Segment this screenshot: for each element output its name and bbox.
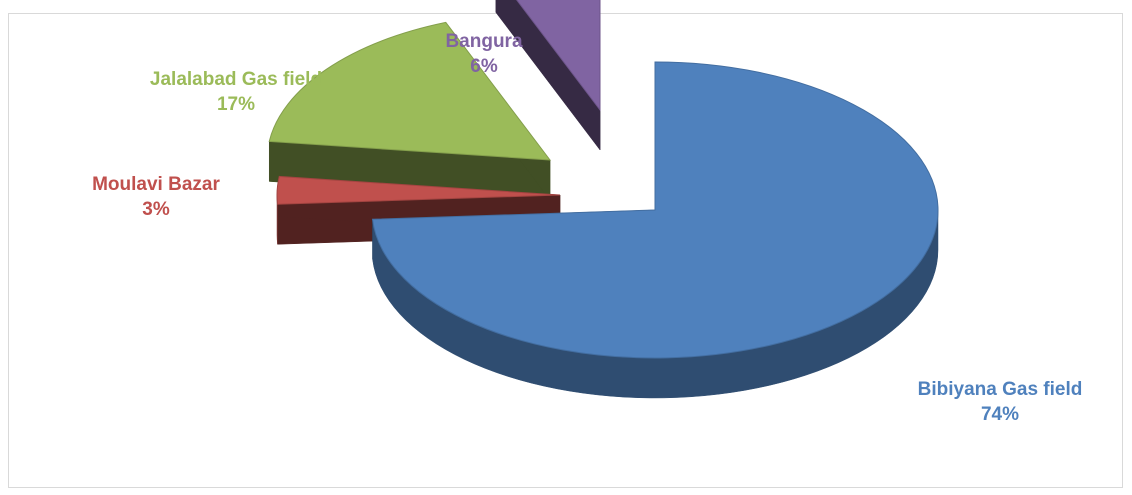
slice-bangura [495,0,601,151]
label-bangura: Bangura [445,31,523,52]
label-bibiyana-gas-field: Bibiyana Gas field [918,379,1083,400]
label-jalalabad-gas-field: Jalalabad Gas field [150,69,322,90]
percent-jalalabad-gas-field: 17% [217,94,255,115]
percent-bibiyana-gas-field: 74% [981,404,1019,425]
percent-bangura: 6% [470,56,498,77]
percent-moulavi-bazar: 3% [142,199,170,220]
slice-bibiyana-gas-field [371,61,939,399]
pie-slices [268,0,939,399]
label-moulavi-bazar: Moulavi Bazar [92,174,220,195]
slice-labels: Bibiyana Gas field 74% Moulavi Bazar 3% Jala… [92,31,1082,425]
